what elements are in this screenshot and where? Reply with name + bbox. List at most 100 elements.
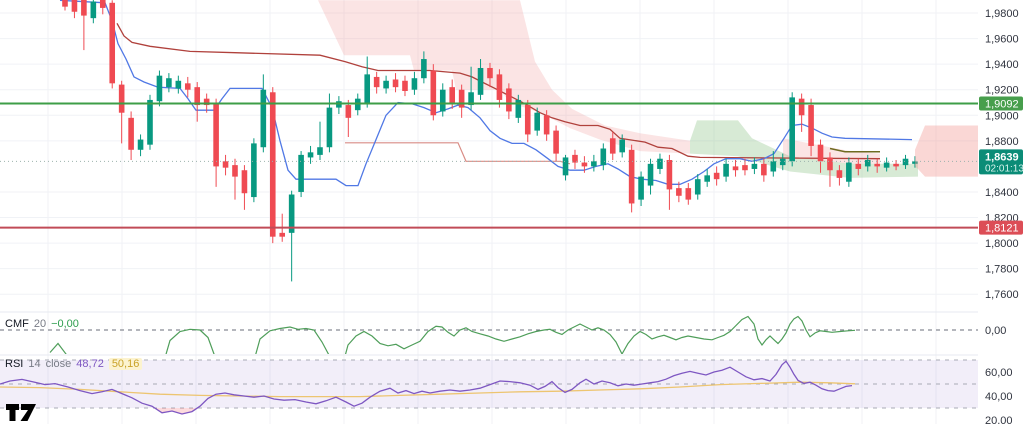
- candle-body: [893, 163, 899, 167]
- candle: [506, 83, 512, 120]
- candles: [62, 0, 918, 282]
- candle: [439, 83, 446, 117]
- candle-body: [477, 67, 484, 95]
- candle: [383, 75, 389, 94]
- candle-body: [373, 76, 380, 88]
- candle: [392, 73, 399, 93]
- candle-body: [543, 115, 550, 135]
- candle: [109, 0, 116, 89]
- candle-body: [572, 154, 578, 163]
- candle-body: [704, 175, 710, 182]
- candle: [421, 51, 427, 84]
- candle: [477, 59, 484, 100]
- candle: [846, 157, 852, 187]
- rsi-ma-value: 50,16: [108, 358, 143, 370]
- candle-body: [506, 88, 512, 112]
- price-pane: [59, 0, 918, 282]
- ichimoku-cloud: [915, 125, 980, 177]
- candle-body: [62, 0, 68, 7]
- candle: [798, 93, 805, 132]
- candle: [184, 76, 191, 98]
- candle-body: [326, 107, 333, 148]
- candle-body: [383, 80, 389, 89]
- candle: [827, 152, 833, 187]
- price-axis[interactable]: [978, 0, 1024, 424]
- tradingview-logo[interactable]: [6, 404, 36, 421]
- candle-body: [553, 130, 559, 154]
- candle: [137, 134, 144, 157]
- rsi-ma-line: [0, 381, 856, 398]
- candle-body: [232, 165, 238, 177]
- ichimoku-cloud: [690, 120, 918, 178]
- candle-body: [166, 78, 172, 88]
- alert-price-label[interactable]: [979, 220, 1023, 235]
- candle: [657, 153, 663, 175]
- ichimoku-lead-line: [345, 142, 571, 165]
- candle: [638, 171, 644, 207]
- candle-body: [81, 0, 87, 16]
- candle-body: [864, 160, 871, 167]
- candle: [789, 92, 795, 167]
- candle-body: [90, 1, 97, 19]
- candle: [166, 73, 172, 93]
- candle-body: [581, 162, 588, 167]
- last-price-label[interactable]: [979, 149, 1023, 175]
- candle-body: [817, 144, 824, 162]
- candle: [99, 0, 106, 15]
- candle-body: [515, 99, 522, 118]
- candle-body: [770, 161, 777, 172]
- candle-body: [468, 92, 474, 106]
- price-tick-label: 1,8800: [985, 136, 1019, 148]
- rsi-tick-label: 60,00: [985, 367, 1013, 379]
- candle: [175, 75, 182, 94]
- alert-price-label[interactable]: [979, 96, 1023, 111]
- price-tick-label: 1,8000: [985, 238, 1019, 250]
- rsi-indicator-legend[interactable]: RSI 14 close 48,72 50,16: [5, 358, 143, 370]
- candle: [430, 64, 437, 121]
- candle-body: [751, 163, 758, 169]
- rsi-indicator-title: RSI: [5, 358, 24, 370]
- candle-body: [364, 74, 371, 103]
- candle: [411, 71, 418, 95]
- candle-body: [421, 59, 427, 79]
- candle: [307, 145, 314, 164]
- candle: [260, 74, 267, 153]
- price-tick-label: 1,8400: [985, 187, 1019, 199]
- candle: [864, 154, 871, 172]
- candle: [298, 151, 304, 198]
- candle-body: [194, 87, 201, 106]
- candle-body: [694, 179, 701, 195]
- candle: [487, 62, 493, 88]
- candle-body: [260, 89, 267, 148]
- candle-body: [279, 232, 286, 237]
- candle-body: [789, 97, 795, 162]
- candle-body: [317, 147, 323, 155]
- candle-body: [732, 166, 739, 171]
- candle-body: [666, 160, 673, 190]
- rsi-tick-label: 20,00: [985, 415, 1013, 424]
- price-tick-label: 1,9400: [985, 59, 1019, 71]
- candle: [222, 154, 229, 176]
- candle: [581, 156, 588, 173]
- candle: [534, 107, 540, 136]
- candle: [90, 0, 97, 24]
- candle-body: [392, 79, 399, 88]
- candle: [213, 98, 219, 187]
- candle: [288, 190, 295, 282]
- cmf-indicator-legend[interactable]: CMF 20 −0,00: [5, 318, 79, 330]
- cmf-indicator-period: 20: [33, 318, 47, 330]
- candle: [373, 71, 380, 94]
- candle-body: [609, 138, 616, 154]
- candle-body: [827, 157, 833, 171]
- candle: [836, 165, 843, 186]
- candle: [402, 75, 408, 97]
- candle: [704, 168, 710, 187]
- candle-body: [619, 139, 625, 153]
- candle: [883, 157, 890, 172]
- candle-body: [496, 74, 503, 100]
- candle-body: [647, 163, 654, 186]
- candle-body: [222, 161, 229, 168]
- candle-body: [458, 89, 465, 108]
